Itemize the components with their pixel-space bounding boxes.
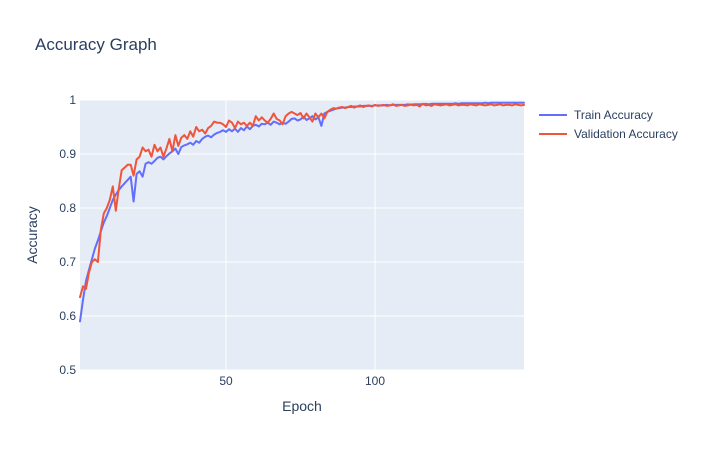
series-line-train-accuracy (79, 101, 525, 323)
chart-title: Accuracy Graph (35, 35, 157, 54)
y-tick-label: 0.5 (59, 363, 76, 377)
y-tick-label: 0.6 (59, 309, 76, 323)
plot-area (80, 100, 524, 370)
grid-lines (80, 99, 524, 371)
x-axis-title: Epoch (282, 398, 322, 414)
legend-item-train-accuracy[interactable]: Train Accuracy (539, 108, 653, 122)
y-axis-ticks: 0.5 0.6 0.7 0.8 0.9 1 (59, 93, 76, 377)
series-lines (79, 101, 525, 323)
y-tick-label: 0.8 (59, 201, 76, 215)
y-tick-label: 1 (69, 93, 76, 107)
legend-item-validation-accuracy[interactable]: Validation Accuracy (539, 127, 678, 141)
x-axis-ticks: 50 100 (219, 374, 385, 388)
x-tick-label: 100 (365, 374, 385, 388)
y-tick-label: 0.7 (59, 255, 76, 269)
y-tick-label: 0.9 (59, 147, 76, 161)
legend-label-validation-accuracy: Validation Accuracy (574, 127, 678, 141)
y-axis-title: Accuracy (24, 206, 40, 264)
x-tick-label: 50 (219, 374, 233, 388)
legend[interactable]: Train Accuracy Validation Accuracy (539, 108, 678, 141)
series-line-validation-accuracy (79, 102, 525, 299)
legend-label-train-accuracy: Train Accuracy (574, 108, 653, 122)
